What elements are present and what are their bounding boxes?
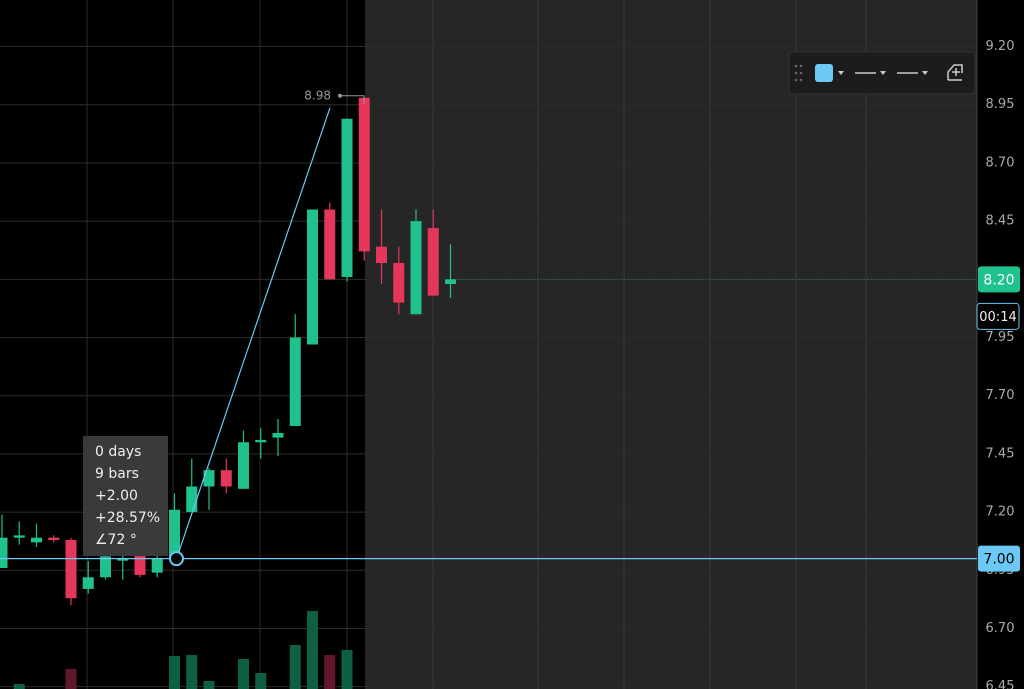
candle-body [220, 470, 232, 487]
measure-text: +2.00 [95, 488, 138, 504]
candle-body [289, 337, 301, 426]
candle-body [186, 486, 198, 513]
y-tick-label: 7.45 [986, 446, 1015, 461]
countdown-badge [976, 302, 1020, 330]
measure-text: 0 days [95, 444, 141, 460]
candle-body [169, 509, 180, 559]
y-tick-label: 8.45 [986, 214, 1015, 229]
candle-body [427, 228, 439, 296]
y-tick-label: 9.20 [986, 39, 1015, 54]
drag-handle[interactable] [794, 64, 803, 82]
candle-body [255, 439, 267, 443]
candle-body [341, 118, 353, 277]
candle-body [0, 537, 8, 568]
candle-body [117, 558, 129, 561]
clone-button[interactable] [947, 64, 963, 81]
volume-bar [255, 673, 267, 689]
y-tick-label: 7.20 [986, 505, 1015, 520]
color-picker[interactable] [815, 64, 833, 82]
measure-text: +28.57% [95, 510, 160, 526]
volume-bar [307, 611, 318, 689]
peak-bracket [340, 95, 365, 104]
candle-body [65, 540, 77, 599]
y-tick-label: 8.95 [986, 97, 1015, 112]
candle-body [82, 577, 94, 589]
candle-body [31, 537, 42, 543]
candle-body [307, 209, 318, 345]
measure-text: 9 bars [95, 466, 139, 482]
measure-line [175, 107, 331, 559]
candle-body [100, 556, 111, 578]
volume-bar [238, 659, 249, 689]
volume-bar [324, 655, 336, 689]
candle-body [203, 470, 215, 487]
y-tick-label: 8.70 [986, 155, 1015, 170]
price-axis [977, 0, 1024, 689]
hline-label: 7.00 [983, 552, 1014, 568]
future-area [365, 0, 977, 689]
candle-body [13, 535, 25, 538]
y-tick-label: 6.45 [986, 679, 1015, 689]
volume-bar [65, 669, 77, 689]
vertical-grid [86, 0, 867, 689]
candle-body [134, 551, 146, 575]
candle-body [376, 246, 387, 264]
volume-bar [341, 650, 353, 689]
volume-bar [13, 684, 25, 689]
dropdown-arrow [880, 71, 886, 75]
candle-body [238, 442, 249, 489]
countdown-label: 00:14 [979, 310, 1016, 325]
measure-tooltip [83, 436, 168, 556]
candle-body [48, 537, 60, 541]
candle-body [272, 432, 284, 438]
dropdown-arrow [922, 71, 928, 75]
candle-body [151, 558, 163, 573]
candle-body [324, 209, 336, 280]
chart-layer: 6.456.706.957.207.457.707.958.208.458.70… [0, 39, 1020, 689]
last-price-badge [978, 266, 1020, 293]
volume-bar [186, 655, 198, 689]
volume-bar [169, 656, 180, 689]
measure-anchor [169, 551, 184, 567]
measure-text: ∠72 ° [95, 532, 137, 548]
y-tick-label: 6.70 [986, 621, 1015, 636]
candle-body [358, 97, 370, 252]
candle-body [393, 263, 405, 303]
y-tick-label: 7.95 [986, 330, 1015, 345]
volume-bar [289, 645, 301, 689]
peak-label: 8.98 [304, 88, 331, 102]
y-tick-label: 7.70 [986, 388, 1015, 403]
last-price-label: 8.20 [983, 272, 1014, 288]
hline-badge [978, 545, 1020, 572]
volume-bar [203, 681, 215, 689]
candle-body [410, 221, 422, 315]
drawing-toolbar [788, 51, 976, 95]
dropdown-arrow [838, 71, 844, 75]
candle-body [445, 279, 456, 284]
